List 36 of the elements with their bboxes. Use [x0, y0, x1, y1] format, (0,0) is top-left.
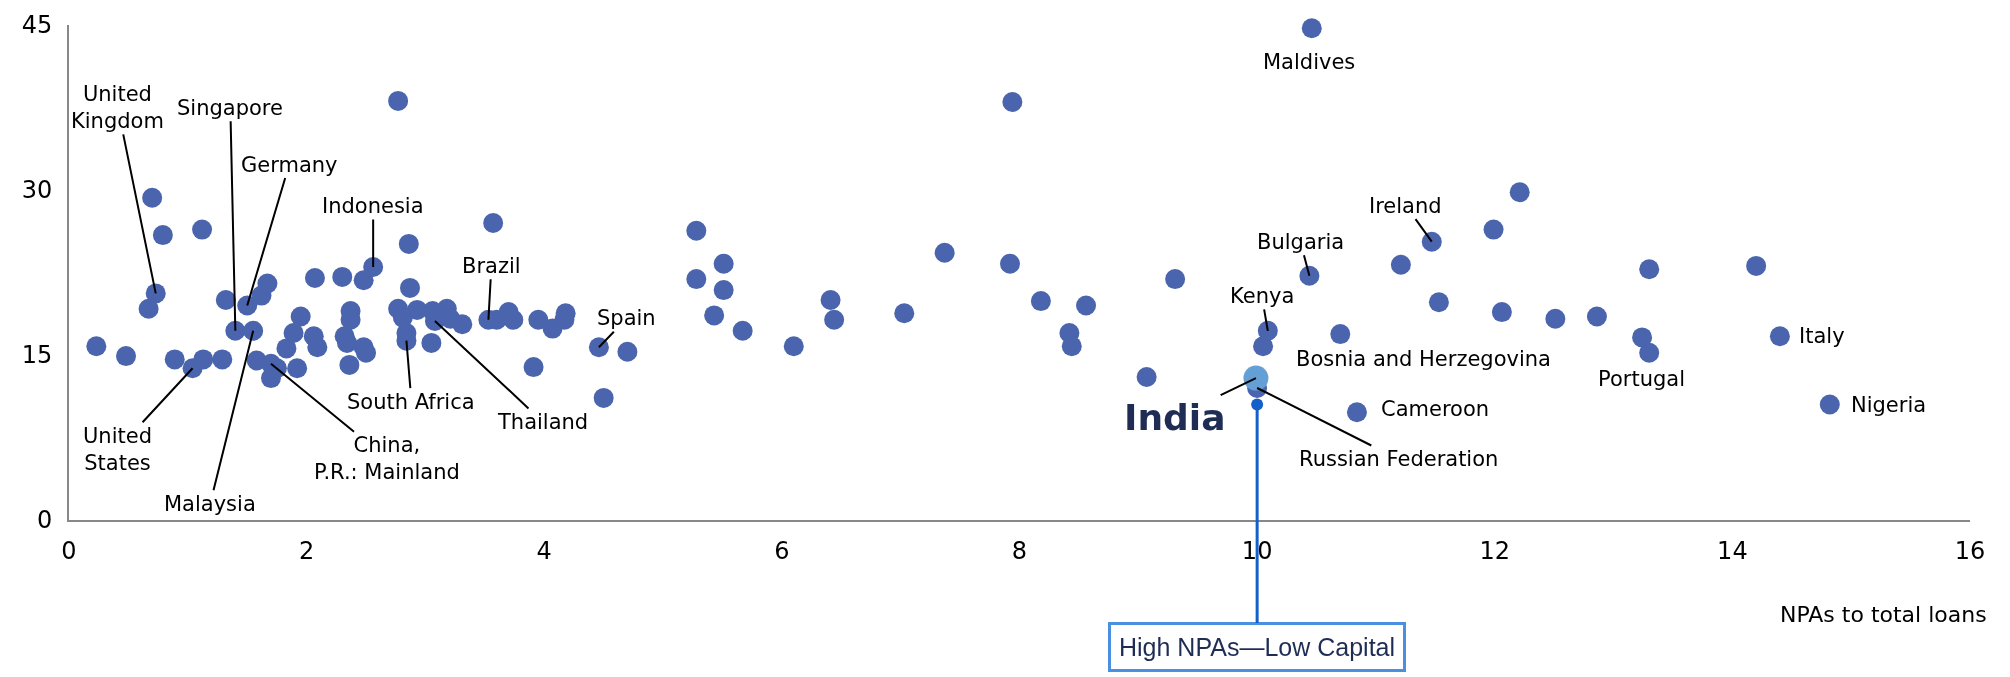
annotation: Ireland — [1369, 194, 1442, 218]
annotation: United States — [83, 424, 152, 476]
annotation: Nigeria — [1851, 393, 1927, 417]
annotation: India — [1124, 397, 1226, 438]
annotation: Kenya — [1230, 284, 1295, 308]
annotation: Russian Federation — [1299, 447, 1499, 471]
annotation: Cameroon — [1381, 397, 1490, 421]
annotation: United Kingdom — [71, 82, 164, 134]
x-tick-label: 6 — [774, 536, 790, 565]
x-tick-label: 14 — [1717, 536, 1748, 565]
annotation: Spain — [597, 306, 656, 330]
y-tick-label: 30 — [21, 176, 53, 205]
annotation: Brazil — [462, 254, 521, 278]
annotation: Indonesia — [322, 194, 424, 218]
annotation: Maldives — [1263, 50, 1356, 74]
annotation: Bosnia and Herzegovina — [1296, 347, 1551, 371]
y-tick-label: 0 — [36, 506, 53, 535]
annotation: Portugal — [1598, 367, 1685, 391]
annotation: China, P.R.: Mainland — [314, 433, 460, 485]
annotation: Bulgaria — [1257, 230, 1345, 254]
annotation: Singapore — [177, 96, 283, 120]
x-tick-label: 0 — [61, 536, 77, 565]
annotation: High NPAs—Low Capital — [1119, 633, 1396, 661]
annotation: Italy — [1799, 324, 1845, 348]
y-tick-label: 15 — [21, 341, 53, 370]
annotation: South Africa — [347, 390, 475, 414]
x-tick-label: 2 — [298, 536, 315, 565]
annotation: Malaysia — [164, 492, 256, 516]
x-tick-label: 8 — [1011, 536, 1028, 565]
annotation: Germany — [241, 153, 338, 177]
x-axis-title: NPAs to total loans — [1780, 602, 1987, 627]
y-tick-label: 45 — [21, 11, 53, 40]
annotation: Thailand — [497, 410, 589, 434]
x-tick-label: 16 — [1954, 536, 1986, 565]
x-tick-label: 12 — [1479, 536, 1511, 565]
x-tick-label: 4 — [536, 536, 552, 565]
